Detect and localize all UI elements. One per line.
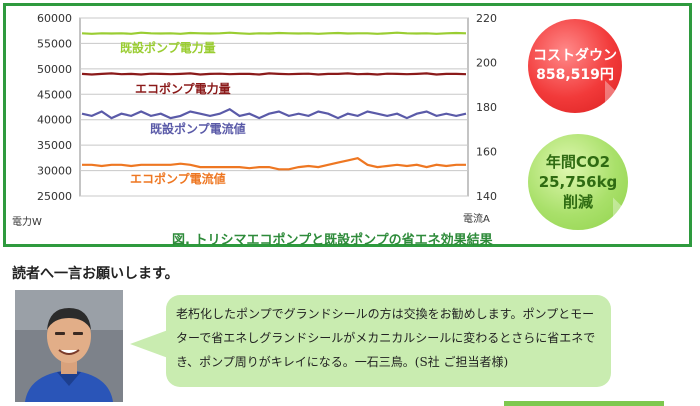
left-tick-label: 45000 [37, 88, 72, 101]
co2-value: 25,756kg [538, 172, 618, 191]
right-tick-label: 140 [476, 190, 497, 203]
series-line [81, 72, 467, 76]
left-tick-label: 40000 [37, 114, 72, 127]
left-tick-label: 25000 [37, 190, 72, 203]
left-tick-label: 60000 [37, 12, 72, 25]
cost-down-title: コストダウン [533, 48, 617, 65]
person-photo-icon [15, 290, 123, 402]
right-tick-label: 180 [476, 101, 497, 114]
series-line [81, 107, 467, 120]
right-tick-label: 160 [476, 146, 497, 159]
section-heading: 読者へ一言お願いします。 [12, 266, 179, 282]
bottom-decoration-bar [504, 401, 664, 406]
quote-bubble-tail [130, 330, 168, 358]
left-axis-unit: 電力W [12, 217, 42, 228]
right-tick-label: 200 [476, 57, 497, 70]
cost-down-value: 858,519円 [536, 67, 614, 83]
co2-reduction-badge: 年間CO2 25,756kg 削減 [528, 134, 629, 230]
right-axis-unit: 電流A [463, 214, 490, 225]
quote-bubble [166, 295, 611, 387]
left-tick-label: 35000 [37, 139, 72, 152]
series-line [81, 31, 467, 35]
avatar [15, 290, 123, 402]
right-tick-label: 220 [476, 12, 497, 25]
quote-text: 老朽化したポンプでグランドシールの方は交換をお勧めします。ポンプとモーターで省エ… [176, 307, 596, 369]
series-label: 既設ポンプ電流値 [150, 121, 246, 136]
left-tick-label: 50000 [37, 63, 72, 76]
series-line [82, 157, 466, 171]
cost-down-badge: コストダウン 858,519円 [528, 19, 622, 113]
left-tick-label: 30000 [37, 165, 72, 178]
co2-suffix: 削減 [562, 193, 593, 212]
co2-title: 年間CO2 [545, 152, 611, 171]
chart-caption: 図. トリシマエコポンプと既設ポンプの省エネ効果結果 [172, 233, 493, 248]
left-tick-label: 55000 [37, 37, 72, 50]
series-label: エコポンプ電力量 [135, 81, 231, 96]
series-label: 既設ポンプ電力量 [120, 40, 216, 55]
series-label: エコポンプ電流値 [130, 171, 226, 186]
line-chart: 60000 55000 50000 45000 40000 35000 30000 25000… [37, 12, 497, 203]
